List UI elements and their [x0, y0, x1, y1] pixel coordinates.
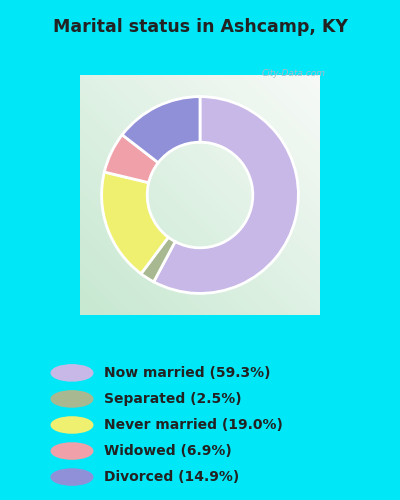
Circle shape	[51, 365, 93, 381]
Circle shape	[51, 417, 93, 433]
Text: Now married (59.3%): Now married (59.3%)	[104, 366, 270, 380]
Circle shape	[51, 391, 93, 407]
Text: Separated (2.5%): Separated (2.5%)	[104, 392, 242, 406]
Circle shape	[51, 365, 93, 381]
Circle shape	[51, 469, 93, 485]
Text: Never married (19.0%): Never married (19.0%)	[104, 418, 283, 432]
Wedge shape	[104, 135, 158, 182]
Wedge shape	[122, 96, 200, 162]
Circle shape	[51, 469, 93, 485]
Circle shape	[51, 443, 93, 459]
Circle shape	[51, 417, 93, 433]
Text: City-Data.com: City-Data.com	[262, 69, 326, 78]
Text: Divorced (14.9%): Divorced (14.9%)	[104, 470, 239, 484]
Text: Marital status in Ashcamp, KY: Marital status in Ashcamp, KY	[52, 18, 348, 36]
Circle shape	[51, 443, 93, 459]
Wedge shape	[141, 238, 175, 282]
Wedge shape	[154, 96, 298, 294]
Wedge shape	[102, 172, 168, 274]
Text: Widowed (6.9%): Widowed (6.9%)	[104, 444, 232, 458]
Circle shape	[51, 391, 93, 407]
